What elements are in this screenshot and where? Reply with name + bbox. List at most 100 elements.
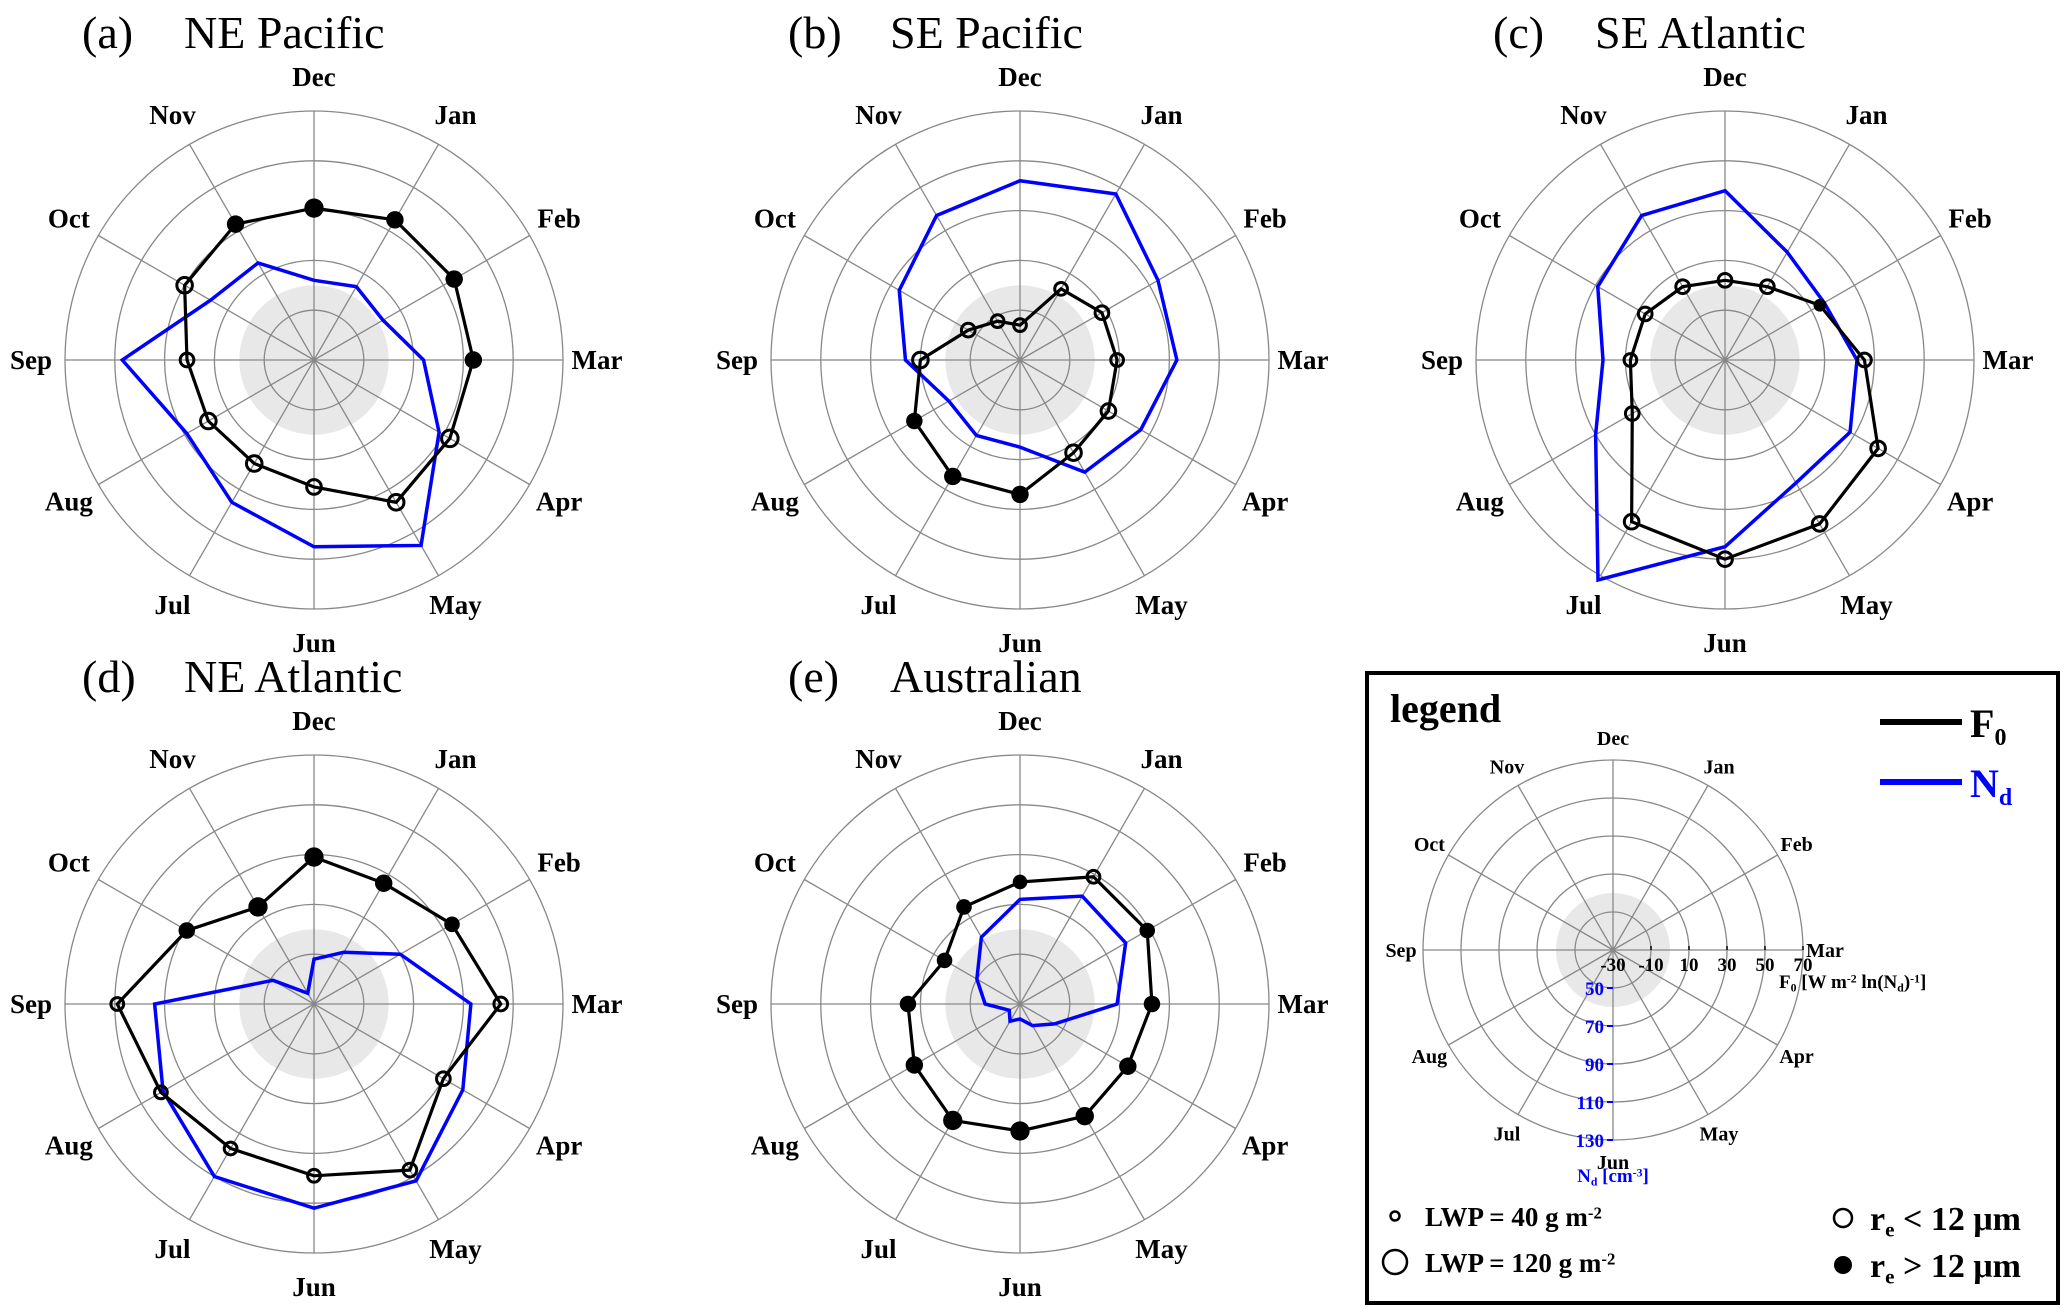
lwp-small-label: LWP = 40 g m-2 bbox=[1425, 1202, 1602, 1232]
month-label-apr: Apr bbox=[1947, 487, 1994, 517]
month-label-jan: Jan bbox=[1140, 744, 1182, 774]
month-label-mar: Mar bbox=[1983, 345, 2034, 375]
spoke-apr bbox=[313, 1003, 530, 1130]
month-label-sep: Sep bbox=[1385, 940, 1416, 962]
month-label-mar: Mar bbox=[1806, 940, 1844, 962]
nd-axis-title: Nd [cm-3] bbox=[1577, 1166, 1649, 1189]
panel-title: NE Atlantic bbox=[184, 651, 402, 702]
text-part: -2 bbox=[1601, 1249, 1615, 1268]
f0-point-sep bbox=[1622, 352, 1639, 368]
month-label-oct: Oct bbox=[754, 848, 796, 878]
f0-tick-label: -10 bbox=[1638, 955, 1663, 976]
month-label-nov: Nov bbox=[855, 100, 902, 130]
month-label-may: May bbox=[1700, 1124, 1739, 1146]
panel-title: SE Pacific bbox=[890, 7, 1083, 58]
f0-point-apr bbox=[1869, 439, 1887, 458]
nd-tick-label: 130 bbox=[1576, 1131, 1605, 1152]
text-part: LWP = 120 g m bbox=[1425, 1248, 1602, 1278]
f0-point-jun bbox=[1716, 550, 1734, 569]
month-label-nov: Nov bbox=[1560, 100, 1607, 130]
month-label-feb: Feb bbox=[1780, 834, 1812, 856]
f0-point-oct bbox=[175, 276, 194, 295]
f0-point-jul bbox=[222, 1140, 239, 1157]
nd-series-line bbox=[897, 178, 1179, 475]
f0-point-jan bbox=[1085, 868, 1102, 885]
f0-point-apr bbox=[440, 428, 460, 449]
month-label-mar: Mar bbox=[1278, 989, 1329, 1019]
spoke-nov bbox=[894, 788, 1021, 1005]
spoke-nov bbox=[894, 144, 1021, 361]
f0-point-may bbox=[401, 1161, 419, 1179]
radar-panels: (a) NE Pacific Dec Jan Feb Mar Apr May Jun Jul Aug… bbox=[10, 7, 2034, 1302]
month-label-mar: Mar bbox=[572, 345, 623, 375]
f0-point-jul bbox=[944, 467, 962, 486]
f0-point-dec bbox=[1012, 874, 1028, 890]
text-part: -2 bbox=[1588, 1203, 1602, 1222]
month-label-aug: Aug bbox=[751, 1131, 800, 1161]
spoke-jan bbox=[313, 788, 440, 1005]
panel-letter: (c) bbox=[1493, 7, 1544, 58]
panel-letter: (e) bbox=[788, 651, 839, 702]
month-label-nov: Nov bbox=[855, 744, 902, 774]
text-part: e bbox=[1885, 1264, 1894, 1288]
f0-point-feb bbox=[445, 270, 463, 288]
f0-point-aug bbox=[906, 412, 923, 430]
f0-point-feb bbox=[1093, 304, 1111, 322]
spoke-oct bbox=[804, 878, 1021, 1005]
text-part: F bbox=[1779, 972, 1791, 993]
month-label-jul: Jul bbox=[1494, 1124, 1521, 1146]
text-part: d bbox=[1591, 1176, 1598, 1189]
nd-tick-label: 70 bbox=[1585, 1017, 1604, 1038]
f0-point-oct bbox=[959, 321, 977, 339]
spoke-may bbox=[313, 1003, 440, 1220]
f0-point-jun bbox=[306, 1167, 322, 1184]
f0-point-apr bbox=[1099, 402, 1118, 420]
panel-se-atlantic: (c) SE Atlantic Dec Jan Feb Mar Apr May Jun Jul Au… bbox=[1421, 7, 2034, 658]
f0-point-jan bbox=[375, 874, 393, 892]
f0-point-dec bbox=[1012, 317, 1028, 334]
month-label-jan: Jan bbox=[434, 100, 476, 130]
f0-point-nov bbox=[226, 215, 245, 233]
spoke-jul bbox=[1517, 949, 1614, 1115]
f0-point-nov bbox=[1674, 278, 1692, 296]
month-label-dec: Dec bbox=[292, 62, 335, 92]
panel-australian: (e) Australian Dec Jan Feb Mar Apr May Jun Jul Aug… bbox=[716, 651, 1329, 1302]
f0-point-feb bbox=[1139, 922, 1156, 939]
legend-nd-label: Nd bbox=[1970, 761, 2013, 811]
month-label-sep: Sep bbox=[1421, 345, 1463, 375]
f0-point-oct bbox=[178, 922, 196, 939]
legend-f0-label: F0 bbox=[1970, 701, 2006, 751]
month-label-sep: Sep bbox=[716, 989, 758, 1019]
f0-point-mar bbox=[1143, 995, 1161, 1013]
text-part: 0 bbox=[1791, 982, 1797, 995]
spoke-jul bbox=[894, 1003, 1021, 1220]
f0-point-sep bbox=[911, 350, 930, 370]
text-part: -2 bbox=[1847, 973, 1857, 986]
f0-point-dec bbox=[304, 847, 324, 867]
spoke-feb bbox=[1612, 854, 1778, 951]
spoke-nov bbox=[188, 144, 315, 361]
nd-tick-label: 90 bbox=[1585, 1055, 1604, 1076]
month-label-jul: Jul bbox=[1565, 590, 1602, 620]
spoke-oct bbox=[1509, 234, 1726, 361]
f0-tick-label: 30 bbox=[1718, 955, 1737, 976]
f0-point-oct bbox=[1636, 305, 1654, 323]
re-small-label: re < 12 μm bbox=[1870, 1201, 2021, 1241]
month-label-jun: Jun bbox=[292, 628, 336, 658]
spoke-may bbox=[1724, 359, 1851, 576]
spoke-apr bbox=[1019, 359, 1236, 486]
month-label-jul: Jul bbox=[860, 590, 897, 620]
month-label-may: May bbox=[1840, 590, 1893, 620]
month-label-apr: Apr bbox=[1242, 487, 1289, 517]
month-label-feb: Feb bbox=[1243, 204, 1287, 234]
month-label-jun: Jun bbox=[292, 1272, 336, 1302]
f0-point-feb bbox=[444, 916, 460, 933]
f0-point-mar bbox=[1109, 352, 1125, 368]
month-label-nov: Nov bbox=[149, 100, 196, 130]
legend-box: legend F0 Nd Dec Jan Feb Mar Apr May Jun Jul Aug… bbox=[1365, 671, 2060, 1305]
month-label-mar: Mar bbox=[572, 989, 623, 1019]
month-label-jan: Jan bbox=[1140, 100, 1182, 130]
f0-point-mar bbox=[464, 351, 483, 369]
month-label-oct: Oct bbox=[754, 204, 796, 234]
f0-point-may bbox=[1075, 1106, 1094, 1126]
